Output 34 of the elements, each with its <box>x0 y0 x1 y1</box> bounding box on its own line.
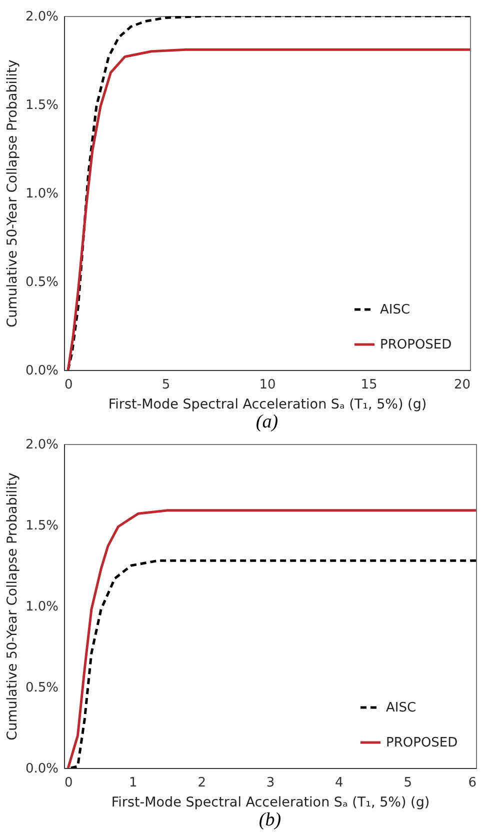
legend-label: PROPOSED <box>380 338 452 352</box>
y-tick-label: 0.5% <box>25 275 58 290</box>
y-tick-label: 0.0% <box>25 364 58 378</box>
line-series <box>66 509 476 768</box>
x-tick-label: 0 <box>64 776 73 790</box>
y-tick-label: 1.5% <box>25 518 58 534</box>
x-tick-label: 20 <box>454 378 470 392</box>
x-tick-label: 5 <box>162 378 170 392</box>
x-tick-label: 4 <box>335 776 344 790</box>
y-tick-label: 2.0% <box>25 10 58 24</box>
x-tick-label: 3 <box>266 776 275 790</box>
text: (b) <box>258 810 282 830</box>
y-axis-title: Cumulative 50-Year Collapse Probability <box>4 60 20 328</box>
text: (a) <box>256 412 278 432</box>
y-tick-label: 1.5% <box>25 98 58 113</box>
y-tick-label: 0.0% <box>25 762 58 776</box>
y-tick-label: 1.0% <box>25 186 58 202</box>
x-tick-label: 10 <box>259 378 276 392</box>
x-axis-title: First-Mode Spectral Acceleration Sₐ (T₁, 5%) (g) <box>108 396 427 412</box>
x-tick-label: 2 <box>198 776 206 790</box>
x-tick-label: 15 <box>360 378 378 392</box>
y-axis-title: Cumulative 50-Year Collapse Probability <box>4 472 20 740</box>
x-tick-label: 6 <box>468 776 476 790</box>
x-tick-label: 1 <box>129 776 138 790</box>
x-tick-label: 5 <box>404 776 412 790</box>
x-axis-title: First-Mode Spectral Acceleration Sₐ (T₁, 5%) (g) <box>111 794 430 810</box>
y-tick-label: 1.0% <box>25 600 58 614</box>
legend-label: AISC <box>386 700 416 716</box>
line-series <box>70 559 476 768</box>
y-tick-label: 0.5% <box>25 680 58 696</box>
legend-label: PROPOSED <box>386 736 458 750</box>
legend-label: AISC <box>380 302 410 318</box>
y-tick-label: 2.0% <box>25 438 58 452</box>
x-tick-label: 0 <box>64 378 73 392</box>
